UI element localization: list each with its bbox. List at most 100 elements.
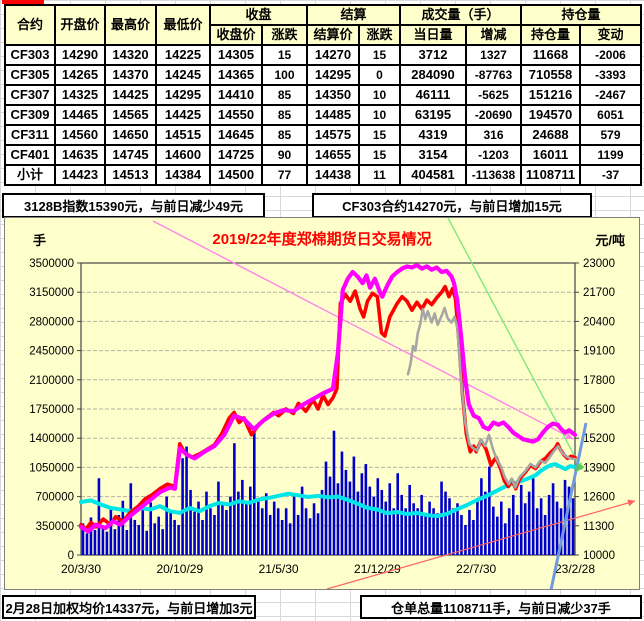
table-cell[interactable]: 284090 [399,64,467,86]
table-cell[interactable]: 14423 [54,164,106,186]
column-header[interactable]: 收盘 [209,4,308,26]
table-cell[interactable]: 14225 [155,44,211,66]
table-cell[interactable]: 14270 [306,44,360,66]
table-cell[interactable]: 10 [358,104,401,126]
table-cell[interactable]: -2006 [579,44,642,66]
table-cell[interactable]: 14425 [104,84,157,106]
table-cell[interactable]: 14320 [104,44,157,66]
table-cell[interactable]: CF401 [4,144,56,166]
table-cell[interactable]: -113638 [465,164,522,186]
table-cell[interactable]: 小计 [4,164,56,186]
table-cell[interactable]: CF307 [4,84,56,106]
table-cell[interactable]: 3712 [399,44,467,66]
table-cell[interactable]: 14600 [155,144,211,166]
table-cell[interactable]: 14290 [54,44,106,66]
table-cell[interactable]: 11 [358,164,401,186]
table-cell[interactable]: CF309 [4,104,56,126]
table-cell[interactable]: 15 [358,44,401,66]
table-cell[interactable]: -1203 [465,144,522,166]
column-header[interactable]: 持仓量 [520,4,642,26]
table-cell[interactable]: 63195 [399,104,467,126]
futures-daily-chart[interactable]: 手 2019/22年度郑棉期货日交易情况 元/吨 3500000 23000 315… [4,217,640,591]
table-cell[interactable]: 24688 [520,124,581,146]
table-cell[interactable]: 14635 [54,144,106,166]
table-cell[interactable]: -20690 [465,104,522,126]
table-cell[interactable]: 710558 [520,64,581,86]
table-cell[interactable]: 16011 [520,144,581,166]
column-subheader[interactable]: 涨跌 [261,24,308,46]
table-cell[interactable]: 85 [261,104,308,126]
table-cell[interactable]: 14295 [155,84,211,106]
table-cell[interactable]: 14295 [306,64,360,86]
table-cell[interactable]: 316 [465,124,522,146]
column-header[interactable]: 开盘价 [54,4,106,46]
table-cell[interactable]: 14465 [54,104,106,126]
table-cell[interactable]: 14245 [155,64,211,86]
table-cell[interactable]: 579 [579,124,642,146]
table-cell[interactable]: 14550 [209,104,263,126]
table-cell[interactable]: 77 [261,164,308,186]
futures-table[interactable]: 合约 开盘价 最高价 最低价 收盘 结算 成交量（手） 持仓量 收盘价 涨跌 结算价 涨跌 当日量 增减持… [4,4,642,186]
column-subheader[interactable]: 持仓量 [520,24,581,46]
table-cell[interactable]: 14560 [54,124,106,146]
table-cell[interactable]: 194570 [520,104,581,126]
table-cell[interactable]: -2467 [579,84,642,106]
table-cell[interactable]: 14485 [306,104,360,126]
table-cell[interactable]: 14265 [54,64,106,86]
table-cell[interactable]: CF303 [4,44,56,66]
table-cell[interactable]: 4319 [399,124,467,146]
table-cell[interactable]: -3393 [579,64,642,86]
table-cell[interactable]: -37 [579,164,642,186]
table-cell[interactable]: 14565 [104,104,157,126]
table-cell[interactable]: 14515 [155,124,211,146]
table-cell[interactable]: 90 [261,144,308,166]
table-cell[interactable]: 1108711 [520,164,581,186]
table-cell[interactable]: 85 [261,84,308,106]
table-cell[interactable]: 1199 [579,144,642,166]
table-cell[interactable]: CF311 [4,124,56,146]
table-cell[interactable]: -5625 [465,84,522,106]
table-cell[interactable]: 10 [358,84,401,106]
table-cell[interactable]: 46111 [399,84,467,106]
table-cell[interactable]: 14745 [104,144,157,166]
table-cell[interactable]: 14325 [54,84,106,106]
table-cell[interactable]: 151216 [520,84,581,106]
table-cell[interactable]: 14410 [209,84,263,106]
table-cell[interactable]: 14513 [104,164,157,186]
table-cell[interactable]: 14305 [209,44,263,66]
column-header[interactable]: 最低价 [155,4,211,46]
column-subheader[interactable]: 当日量 [399,24,467,46]
table-cell[interactable]: 15 [261,44,308,66]
avg-price-info-box[interactable]: 2月28日加权均价14337元，与前日增加3元 [2,595,256,619]
table-cell[interactable]: 14384 [155,164,211,186]
column-subheader[interactable]: 结算价 [306,24,360,46]
table-cell[interactable]: 14365 [209,64,263,86]
table-cell[interactable]: 11668 [520,44,581,66]
table-cell[interactable]: 14725 [209,144,263,166]
table-cell[interactable]: 15 [358,124,401,146]
table-cell[interactable]: 14425 [155,104,211,126]
table-cell[interactable]: -87763 [465,64,522,86]
index-info-box[interactable]: 3128B指数15390元，与前日减少49元 [2,193,265,218]
table-cell[interactable]: 14370 [104,64,157,86]
table-cell[interactable]: 0 [358,64,401,86]
column-header[interactable]: 结算 [306,4,401,26]
table-cell[interactable]: 100 [261,64,308,86]
table-cell[interactable]: 14655 [306,144,360,166]
column-header[interactable]: 最高价 [104,4,157,46]
table-cell[interactable]: 14500 [209,164,263,186]
table-cell[interactable]: 15 [358,144,401,166]
column-subheader[interactable]: 涨跌 [358,24,401,46]
warehouse-receipt-info-box[interactable]: 仓单总量1108711手，与前日减少37手 [360,595,642,619]
column-subheader[interactable]: 增减 [465,24,522,46]
table-cell[interactable]: 85 [261,124,308,146]
column-header[interactable]: 成交量（手） [399,4,522,26]
table-cell[interactable]: 14350 [306,84,360,106]
cf303-info-box[interactable]: CF303合约14270元，与前日增加15元 [312,193,592,218]
table-cell[interactable]: 14438 [306,164,360,186]
table-cell[interactable]: 404581 [399,164,467,186]
table-cell[interactable]: CF305 [4,64,56,86]
table-cell[interactable]: 6051 [579,104,642,126]
table-cell[interactable]: 14645 [209,124,263,146]
table-cell[interactable]: 3154 [399,144,467,166]
